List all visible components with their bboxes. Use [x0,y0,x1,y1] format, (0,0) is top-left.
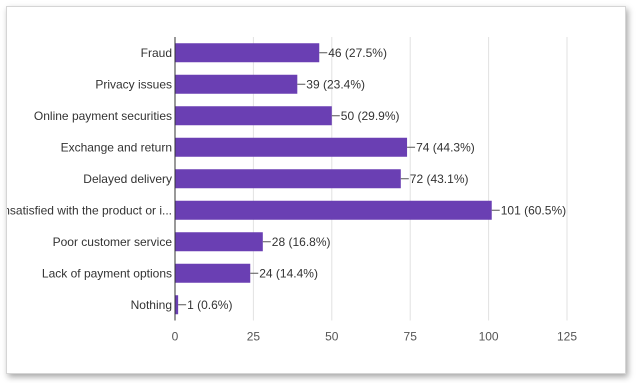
category-label: Poor customer service [53,235,173,249]
bar[interactable] [175,232,263,252]
category-label: Online payment securities [34,109,172,123]
category-label: Nothing [131,298,172,312]
data-label: 50 (29.9%) [341,109,400,123]
chart-frame: Fraud Privacy issues Online payment securi… [6,6,626,374]
bar[interactable] [175,74,298,94]
x-tick-label: 75 [404,330,418,344]
bar[interactable] [175,106,332,126]
data-label: 39 (23.4%) [306,77,365,91]
data-label: 74 (44.3%) [416,140,475,154]
category-label: Fraud [141,46,172,60]
x-tick-label: 0 [172,330,179,344]
data-label: 46 (27.5%) [328,46,387,60]
data-label: 1 (0.6%) [187,298,232,312]
data-label: 72 (43.1%) [410,172,469,186]
x-tick-label: 50 [325,330,339,344]
bar[interactable] [175,263,251,283]
bar[interactable] [175,295,179,315]
bar-chart: Fraud Privacy issues Online payment securi… [7,37,578,344]
category-label: Delayed delivery [83,172,172,186]
bar[interactable] [175,137,408,157]
bar[interactable] [175,169,401,189]
bar[interactable] [175,43,320,63]
bars [175,43,492,315]
x-tick-label: 25 [247,330,261,344]
x-tick-label: 125 [557,330,577,344]
data-label: 101 (60.5%) [501,203,566,217]
category-labels: Fraud Privacy issues Online payment securi… [7,46,172,312]
category-label: Lack of payment options [42,266,172,280]
data-label: 24 (14.4%) [259,266,318,280]
x-axis-tick-labels: 0 25 50 75 100 125 [172,330,578,344]
category-label: nsatisfied with the product or i... [7,203,172,217]
bar[interactable] [175,200,492,220]
category-label: Privacy issues [95,77,172,91]
data-label: 28 (16.8%) [272,235,331,249]
data-labels: 46 (27.5%) 39 (23.4%) 50 (29.9%) 74 (44.3%)… [178,46,566,312]
x-tick-label: 100 [479,330,499,344]
category-label: Exchange and return [61,140,172,154]
